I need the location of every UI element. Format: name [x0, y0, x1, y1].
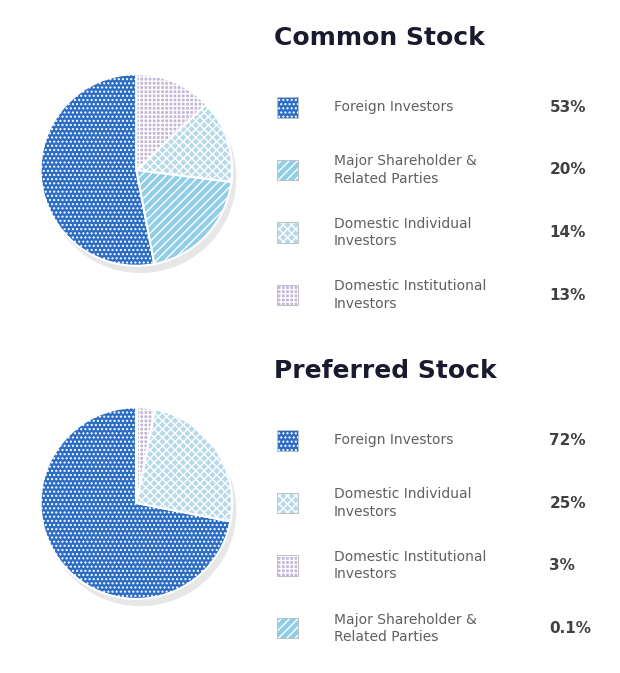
Text: Major Shareholder &
Related Parties: Major Shareholder & Related Parties: [334, 154, 477, 186]
Bar: [277, 618, 298, 639]
Wedge shape: [136, 104, 232, 182]
Bar: [277, 222, 298, 243]
Text: 14%: 14%: [549, 225, 586, 240]
Text: Major Shareholder &
Related Parties: Major Shareholder & Related Parties: [334, 612, 477, 644]
Text: 20%: 20%: [549, 162, 586, 178]
Text: Domestic Institutional
Investors: Domestic Institutional Investors: [334, 550, 486, 581]
Text: 0.1%: 0.1%: [549, 621, 591, 636]
Wedge shape: [141, 415, 159, 510]
Bar: [277, 160, 298, 180]
Wedge shape: [136, 74, 206, 170]
Bar: [277, 555, 298, 576]
Bar: [277, 97, 298, 118]
Text: 13%: 13%: [549, 287, 586, 303]
Text: Domestic Individual
Investors: Domestic Individual Investors: [334, 217, 471, 248]
Bar: [277, 160, 298, 180]
Text: Domestic Institutional
Investors: Domestic Institutional Investors: [334, 279, 486, 311]
Text: 53%: 53%: [549, 100, 586, 115]
Wedge shape: [141, 417, 236, 529]
Text: 72%: 72%: [549, 433, 586, 448]
Text: Common Stock: Common Stock: [273, 26, 484, 50]
Text: 25%: 25%: [549, 495, 586, 511]
Bar: [277, 430, 298, 451]
Bar: [277, 97, 298, 118]
Wedge shape: [136, 407, 155, 503]
Wedge shape: [136, 170, 231, 264]
Bar: [277, 493, 298, 513]
Text: Foreign Investors: Foreign Investors: [334, 100, 453, 114]
Bar: [277, 493, 298, 513]
Wedge shape: [141, 112, 236, 189]
Bar: [277, 285, 298, 306]
Text: 3%: 3%: [549, 558, 575, 573]
Text: Domestic Individual
Investors: Domestic Individual Investors: [334, 487, 471, 519]
Bar: [277, 285, 298, 306]
Text: Foreign Investors: Foreign Investors: [334, 433, 453, 448]
Wedge shape: [40, 407, 231, 599]
Bar: [277, 430, 298, 451]
Wedge shape: [141, 81, 210, 177]
Bar: [277, 222, 298, 243]
Wedge shape: [136, 409, 232, 522]
Text: Preferred Stock: Preferred Stock: [273, 359, 496, 383]
Wedge shape: [141, 177, 236, 271]
Wedge shape: [45, 81, 159, 273]
Bar: [277, 618, 298, 639]
Wedge shape: [40, 74, 154, 266]
Bar: [277, 555, 298, 576]
Wedge shape: [45, 415, 234, 606]
